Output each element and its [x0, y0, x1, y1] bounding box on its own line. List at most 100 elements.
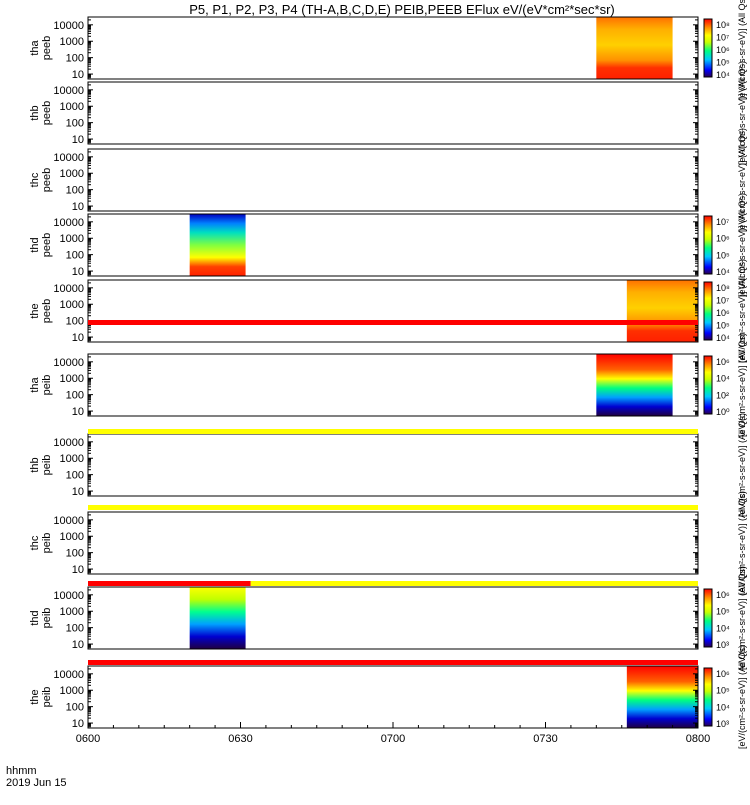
y-tick-label: 1000 [60, 101, 84, 113]
colorbar-tick-label: 10³ [716, 719, 729, 729]
y-tick-label: 1000 [60, 233, 84, 245]
y-tick-label: 1000 [60, 453, 84, 465]
status-bar [88, 505, 698, 510]
y-tick-label: 100 [66, 548, 84, 560]
status-bar [88, 660, 698, 665]
spectrogram-block [596, 354, 673, 416]
y-tick-label: 10000 [53, 283, 84, 295]
spectrogram-block [189, 587, 246, 649]
y-tick-label: 10000 [53, 357, 84, 369]
colorbar-tick-label: 10⁵ [716, 607, 730, 617]
colorbar-tick-label: 10⁰ [716, 407, 730, 417]
colorbar-tick-label: 10⁵ [716, 58, 730, 68]
panel-label: thapeeb [29, 36, 53, 60]
colorbar-tick-label: 10⁵ [716, 686, 730, 696]
y-tick-label: 10 [72, 201, 84, 213]
y-tick-label: 100 [66, 390, 84, 402]
panel-label-line: peeb [41, 101, 53, 125]
colorbar-title: [eV/(cm²-s-sr-eV)] (All Qs) [737, 333, 747, 437]
panel-label-line: thb [29, 105, 41, 120]
y-tick-label: 10000 [53, 85, 84, 97]
colorbar-tick-label: 10⁵ [716, 250, 730, 260]
colorbar-tick-label: 10⁶ [716, 308, 730, 318]
spectrogram-block [626, 666, 698, 728]
colorbar [703, 18, 713, 78]
panel-label-line: the [29, 689, 41, 704]
colorbar-title: [eV/(cm²-s-sr-eV)] (All Qs) [737, 413, 747, 517]
panel-label-line: the [29, 303, 41, 318]
y-tick-label: 10 [72, 564, 84, 576]
status-bar-segment [250, 581, 698, 586]
y-tick-label: 10 [72, 639, 84, 651]
y-tick-label: 1000 [60, 299, 84, 311]
panel-label-line: peib [41, 533, 53, 554]
colorbar-tick-label: 10³ [716, 640, 729, 650]
y-tick-label: 1000 [60, 36, 84, 48]
y-tick-label: 10000 [53, 217, 84, 229]
panel-label-line: thc [29, 535, 41, 550]
colorbar-tick-label: 10⁸ [716, 283, 730, 293]
status-bar-segment [88, 505, 698, 510]
panel-label-line: peeb [41, 299, 53, 323]
y-tick-label: 100 [66, 702, 84, 714]
status-bar-segment [88, 660, 698, 665]
y-tick-label: 10000 [53, 20, 84, 32]
y-tick-label: 10 [72, 406, 84, 418]
colorbar-title: [eV/(cm²-s-sr-eV)] (All Qs) [737, 491, 747, 595]
panel-frame [87, 433, 699, 497]
y-tick-label: 10 [72, 134, 84, 146]
colorbar-title: [eV/(cm²-s-sr-eV)] (All Qs) [737, 193, 747, 297]
colorbar-tick-label: 10⁶ [716, 234, 730, 244]
x-tick-label: 0800 [686, 733, 710, 745]
spectrogram-block [596, 17, 673, 79]
x-axis-ticks: 0600 0630 0700 0730 0800 [76, 722, 710, 745]
colorbar-tick-label: 10⁶ [716, 590, 730, 600]
y-tick-label: 100 [66, 250, 84, 262]
panel-label: thdpeib [29, 608, 53, 629]
y-tick-label: 1000 [60, 685, 84, 697]
panel-label-line: peeb [41, 233, 53, 257]
colorbar [703, 355, 713, 415]
y-tick-label: 10 [72, 69, 84, 81]
panel-label-line: thc [29, 172, 41, 187]
panel-label: thbpeib [29, 455, 53, 476]
colorbar-tick-label: 10⁶ [716, 45, 730, 55]
y-tick-label: 1000 [60, 606, 84, 618]
status-bar-segment [88, 581, 251, 586]
panel-label: thcpeib [29, 533, 53, 554]
y-tick-label: 100 [66, 316, 84, 328]
colorbar-tick-label: 10⁶ [716, 357, 730, 367]
panel-label-line: tha [29, 376, 41, 392]
panel-frame [87, 511, 699, 575]
y-tick-label: 10 [72, 486, 84, 498]
panel-label: thcpeeb [29, 168, 53, 192]
panel-frame [87, 665, 699, 729]
x-tick-label: 0730 [533, 733, 557, 745]
colorbar-tick-label: 10² [716, 390, 729, 400]
panel-label-line: peib [41, 608, 53, 629]
panel-label-line: peib [41, 687, 53, 708]
colorbar-tick-label: 10⁴ [716, 702, 730, 712]
spectrogram-block [626, 280, 698, 342]
colorbar [703, 215, 713, 275]
y-tick-label: 10 [72, 332, 84, 344]
y-tick-label: 1000 [60, 168, 84, 180]
panel-label-line: peib [41, 375, 53, 396]
colorbar-tick-label: 10⁶ [716, 669, 730, 679]
colorbar-title: [eV/(cm²-s-sr-eV)] (All Qs) [737, 645, 747, 749]
x-axis-label-date: 2019 Jun 15 [6, 777, 67, 789]
panel-label-line: peib [41, 455, 53, 476]
status-bar-stack [88, 320, 698, 665]
panel-frame [87, 81, 699, 145]
y-tick-label: 100 [66, 470, 84, 482]
